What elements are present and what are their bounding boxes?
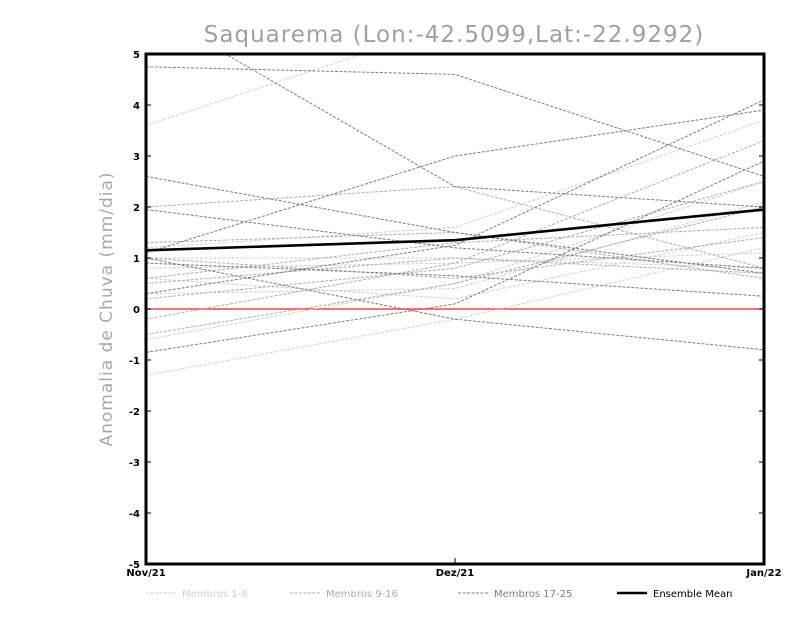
member-line-4 bbox=[146, 119, 764, 249]
y-tick-label: -1 bbox=[129, 356, 140, 367]
x-tick-label: Jan/22 bbox=[745, 568, 781, 579]
legend-label-4: Ensemble Mean bbox=[653, 589, 732, 600]
member-line-8 bbox=[146, 252, 764, 269]
member-line-23 bbox=[146, 160, 764, 353]
member-line-18 bbox=[146, 109, 764, 254]
member-line-24 bbox=[146, 262, 764, 297]
x-tick-label: Dez/21 bbox=[436, 568, 475, 579]
x-tick-label: Nov/21 bbox=[126, 568, 165, 579]
legend-label-1: Membros 1-8 bbox=[182, 589, 248, 600]
member-line-2 bbox=[146, 247, 764, 376]
legend-label-2: Membros 9-16 bbox=[326, 589, 398, 600]
member-line-1 bbox=[146, 54, 364, 126]
member-line-14 bbox=[146, 186, 764, 269]
member-line-21 bbox=[146, 257, 764, 351]
member-line-17 bbox=[146, 66, 764, 177]
member-line-5 bbox=[146, 201, 764, 295]
y-tick-label: -2 bbox=[129, 407, 140, 418]
y-tick-label: 2 bbox=[133, 203, 140, 214]
y-tick-label: 1 bbox=[133, 254, 140, 265]
member-line-25 bbox=[224, 54, 764, 208]
member-line-22 bbox=[146, 99, 764, 295]
y-tick-label: -5 bbox=[129, 560, 140, 571]
y-tick-label: 4 bbox=[133, 101, 140, 112]
member-line-20 bbox=[146, 209, 764, 269]
chart-title: Saquarema (Lon:-42.5099,Lat:-22.9292) bbox=[204, 22, 704, 48]
ensemble-mean-line bbox=[146, 208, 764, 252]
y-tick-label: 0 bbox=[133, 305, 140, 316]
y-tick-label: -3 bbox=[129, 458, 140, 469]
member-line-19 bbox=[146, 175, 764, 274]
member-line-11 bbox=[146, 226, 764, 279]
y-tick-label: 5 bbox=[133, 50, 140, 61]
y-axis-label: Anomalia de Chuva (mm/dia) bbox=[97, 171, 117, 446]
member-line-13 bbox=[146, 181, 764, 300]
y-tick-label: -4 bbox=[129, 509, 140, 520]
member-line-7 bbox=[146, 257, 764, 269]
member-line-6 bbox=[146, 181, 764, 341]
member-line-10 bbox=[146, 206, 764, 335]
member-line-9 bbox=[146, 140, 764, 320]
member-line-3 bbox=[146, 232, 764, 300]
y-tick-label: 3 bbox=[133, 152, 140, 163]
legend-label-3: Membros 17-25 bbox=[494, 589, 572, 600]
